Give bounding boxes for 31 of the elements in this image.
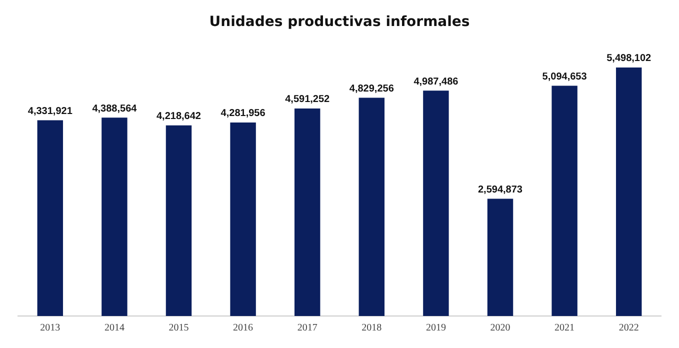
data-label: 5,094,653 <box>542 71 588 82</box>
bar <box>552 86 578 316</box>
bar <box>487 198 514 316</box>
x-tick-label: 2017 <box>297 322 318 334</box>
bar <box>616 67 642 316</box>
x-tick-label: 2018 <box>362 322 382 334</box>
data-label: 5,498,102 <box>606 53 652 64</box>
x-tick-label: 2015 <box>168 322 189 334</box>
data-label: 4,331,921 <box>28 106 73 117</box>
data-label: 4,388,564 <box>92 103 138 114</box>
bar <box>294 108 320 316</box>
data-label: 2,594,873 <box>478 184 523 196</box>
bar <box>37 120 64 316</box>
bar <box>423 90 449 316</box>
x-tick-label: 2019 <box>426 322 446 334</box>
x-tick-label: 2016 <box>233 322 254 334</box>
data-label: 4,218,642 <box>156 111 202 122</box>
bar <box>166 125 192 316</box>
x-tick-label: 2020 <box>490 322 510 334</box>
bar <box>358 98 385 316</box>
data-label: 4,591,252 <box>285 94 330 106</box>
data-label: 4,281,956 <box>220 108 266 120</box>
x-tick-label: 2014 <box>104 322 124 334</box>
data-label: 4,987,486 <box>414 76 459 88</box>
bar <box>102 118 128 316</box>
x-tick-label: 2021 <box>554 322 575 334</box>
x-tick-label: 2022 <box>618 322 639 334</box>
x-tick-label: 2013 <box>40 322 60 334</box>
chart-title: Unidades productivas informales <box>209 14 470 30</box>
bar <box>230 122 256 316</box>
data-label: 4,829,256 <box>349 83 394 94</box>
